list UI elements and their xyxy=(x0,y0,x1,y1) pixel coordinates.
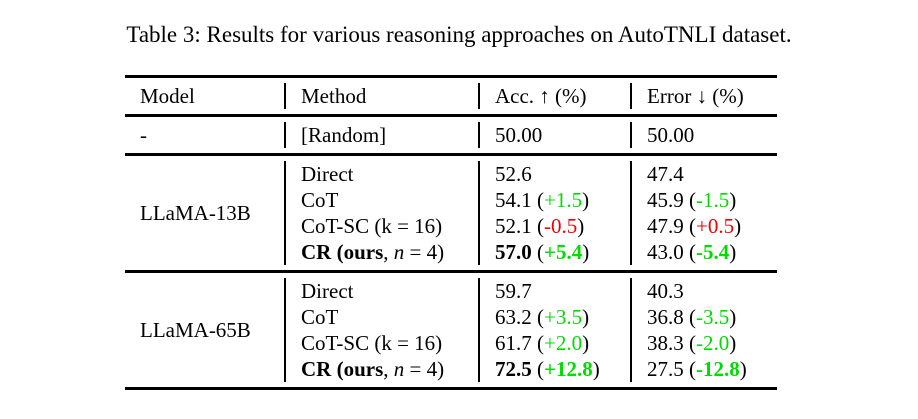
table-caption: Table 3: Results for various reasoning a… xyxy=(126,22,792,47)
method-label: CoT xyxy=(301,305,339,329)
model-cell: - xyxy=(140,123,147,147)
acc-delta: +3.5 xyxy=(544,305,583,329)
error-delta: -5.4 xyxy=(696,240,730,264)
acc-cell: 52.6 xyxy=(478,161,630,187)
method-cell: Direct xyxy=(284,161,478,187)
error-cell: 27.5 (-12.8) xyxy=(630,356,777,382)
error-cell: 45.9 (-1.5) xyxy=(630,187,777,213)
rule-after-header xyxy=(125,114,777,117)
method-cell: Direct xyxy=(284,278,478,304)
error-value: 38.3 xyxy=(647,331,684,355)
error-value: 43.0 xyxy=(647,240,684,264)
acc-value: 52.1 xyxy=(495,214,532,238)
acc-delta: -0.5 xyxy=(544,214,578,238)
acc-value: 61.7 xyxy=(495,331,532,355)
error-value: 50.00 xyxy=(647,123,695,147)
acc-value: 63.2 xyxy=(495,305,532,329)
error-value: 36.8 xyxy=(647,305,684,329)
col-header-acc: Acc. ↑ (%) xyxy=(478,83,630,109)
acc-value: 52.6 xyxy=(495,162,532,186)
col-header-error: Error ↓ (%) xyxy=(630,83,777,109)
acc-cell: 52.1 (-0.5) xyxy=(478,213,630,239)
error-cell: 40.3 xyxy=(630,278,777,304)
error-value: 27.5 xyxy=(647,357,684,381)
acc-value: 57.0 xyxy=(495,240,532,264)
method-cell: CoT xyxy=(284,187,478,213)
acc-delta: +12.8 xyxy=(544,357,593,381)
error-delta: -1.5 xyxy=(696,188,730,212)
baseline-row: - [Random] 50.00 50.00 xyxy=(125,117,777,153)
error-cell: 50.00 xyxy=(630,122,777,148)
method-cell: CR (ours, n = 4) xyxy=(284,239,478,265)
error-cell: 38.3 (-2.0) xyxy=(630,330,777,356)
rule-after-baseline xyxy=(125,153,777,156)
model-cell: LLaMA-65B xyxy=(140,318,251,342)
acc-value: 72.5 xyxy=(495,357,532,381)
method-label: CoT-SC (k = 16) xyxy=(301,331,443,355)
acc-cell: 54.1 (+1.5) xyxy=(478,187,630,213)
method-label: [Random] xyxy=(301,123,387,147)
col-header-method: Method xyxy=(284,83,478,109)
rule-top xyxy=(125,75,777,78)
error-value: 40.3 xyxy=(647,279,684,303)
rule-bottom xyxy=(125,387,777,390)
error-value: 47.4 xyxy=(647,162,684,186)
header-row: Model Method Acc. ↑ (%) Error ↓ (%) xyxy=(125,78,777,114)
error-delta: -2.0 xyxy=(696,331,730,355)
error-cell: 47.9 (+0.5) xyxy=(630,213,777,239)
acc-delta: +5.4 xyxy=(544,240,583,264)
acc-cell: 63.2 (+3.5) xyxy=(478,304,630,330)
acc-value: 59.7 xyxy=(495,279,532,303)
col-header-model: Model xyxy=(140,84,195,108)
error-cell: 36.8 (-3.5) xyxy=(630,304,777,330)
acc-cell: 59.7 xyxy=(478,278,630,304)
acc-cell: 50.00 xyxy=(478,122,630,148)
acc-cell: 72.5 (+12.8) xyxy=(478,356,630,382)
method-label: Direct xyxy=(301,162,354,186)
error-cell: 43.0 (-5.4) xyxy=(630,239,777,265)
model-cell: LLaMA-13B xyxy=(140,201,251,225)
group-llama-65b: LLaMA-65B Direct 59.7 40.3 CoT 63.2 (+3.… xyxy=(125,273,777,387)
method-label: CoT-SC (k = 16) xyxy=(301,214,443,238)
error-delta: -3.5 xyxy=(696,305,730,329)
error-value: 45.9 xyxy=(647,188,684,212)
acc-value: 50.00 xyxy=(495,123,543,147)
rule-between-groups xyxy=(125,270,777,273)
method-label: CoT xyxy=(301,188,339,212)
method-cell: [Random] xyxy=(284,122,478,148)
method-cell: CoT xyxy=(284,304,478,330)
method-cell: CR (ours, n = 4) xyxy=(284,356,478,382)
method-cell: CoT-SC (k = 16) xyxy=(284,330,478,356)
acc-cell: 61.7 (+2.0) xyxy=(478,330,630,356)
error-delta: +0.5 xyxy=(696,214,735,238)
acc-delta: +1.5 xyxy=(544,188,583,212)
error-delta: -12.8 xyxy=(696,357,740,381)
acc-cell: 57.0 (+5.4) xyxy=(478,239,630,265)
method-cell: CoT-SC (k = 16) xyxy=(284,213,478,239)
acc-value: 54.1 xyxy=(495,188,532,212)
method-label: Direct xyxy=(301,279,354,303)
group-llama-13b: LLaMA-13B Direct 52.6 47.4 CoT 54.1 (+1.… xyxy=(125,156,777,270)
acc-delta: +2.0 xyxy=(544,331,583,355)
results-table: Model Method Acc. ↑ (%) Error ↓ (%) - [R… xyxy=(125,75,777,390)
error-cell: 47.4 xyxy=(630,161,777,187)
error-value: 47.9 xyxy=(647,214,684,238)
